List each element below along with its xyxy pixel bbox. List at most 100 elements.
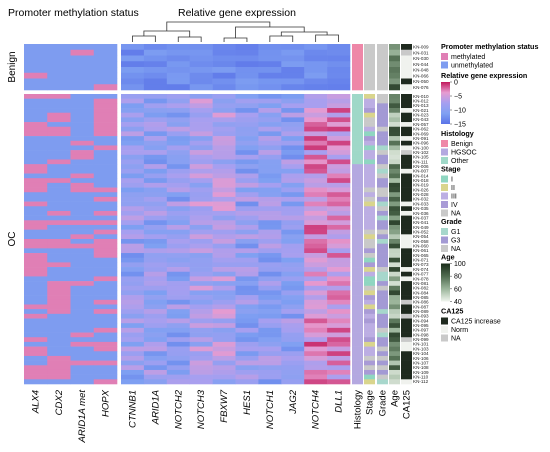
expression-cell (166, 117, 190, 123)
expression-cell (235, 215, 259, 221)
methylation-cell (24, 295, 48, 301)
expression-cell (327, 182, 351, 188)
expression-cell (121, 196, 145, 202)
methylation-cell (93, 355, 118, 361)
ca125-cell (401, 224, 412, 230)
expression-cell (258, 337, 282, 343)
grade-cell (377, 98, 388, 104)
sample-label: KN-074 (413, 267, 429, 272)
expression-cell (143, 341, 168, 347)
expression-cell (166, 295, 190, 301)
age-cell (389, 290, 400, 296)
histology-legend-title: Histology (441, 129, 474, 138)
expression-cell (327, 351, 351, 357)
expression-cell (166, 154, 190, 160)
ca125-cell (401, 355, 412, 361)
grade-legend-label: NA (451, 246, 461, 253)
expression-cell (143, 136, 168, 142)
expression-cell (327, 98, 351, 104)
expression-cell (304, 309, 328, 315)
expression-cell (281, 224, 305, 230)
expression-cell (166, 281, 190, 287)
methylation-cell (24, 374, 48, 380)
expression-cell (258, 309, 282, 315)
methylation-cell (24, 67, 48, 74)
expression-cell (281, 150, 305, 156)
grade-cell (377, 201, 388, 207)
ca125-legend-swatch (441, 334, 448, 342)
expression-cell (166, 229, 190, 235)
expression-cell (281, 243, 305, 249)
sample-label: KN-098 (413, 332, 429, 337)
ca125-cell (401, 178, 412, 184)
sample-label: KN-077 (413, 272, 429, 277)
expression-cell (121, 285, 145, 291)
methylation-cell (70, 220, 95, 226)
sample-label: KN-052 (413, 229, 429, 234)
methylation-cell (93, 187, 118, 193)
expression-cell (304, 126, 328, 132)
methylation-cell (47, 365, 71, 371)
stage-cell (364, 229, 375, 235)
ca125-legend-title: CA125 (441, 307, 463, 316)
methylation-cell (47, 145, 71, 151)
histology-cell (352, 271, 363, 277)
expression-cell (121, 309, 145, 315)
sample-label: KN-014 (413, 173, 429, 178)
expression-cell (304, 187, 328, 193)
expression-cell (281, 44, 305, 51)
stage-legend-label: III (451, 194, 457, 201)
age-cell (389, 304, 400, 310)
expression-cell (235, 55, 259, 62)
sample-label: KN-091 (413, 136, 429, 141)
expression-cell (304, 78, 328, 85)
histology-cell (352, 360, 363, 366)
expression-cell (121, 154, 145, 160)
expression-cell (327, 369, 351, 375)
expression-cell (189, 164, 213, 170)
ca125-cell (401, 257, 412, 263)
expression-cell (166, 206, 190, 212)
expression-cell (189, 173, 213, 179)
stage-cell (364, 196, 375, 202)
methylation-cell (24, 154, 48, 160)
expression-cell (166, 234, 190, 240)
methylation-cell (70, 374, 95, 380)
methylation-cell (93, 337, 118, 343)
methylation-cell (47, 360, 71, 366)
methylation-cell (24, 285, 48, 291)
methylation-cell (24, 150, 48, 156)
methylation-cell (70, 360, 95, 366)
expression-cell (258, 159, 282, 165)
expression-legend-tick-label: −15 (454, 122, 466, 129)
expression-cell (212, 337, 236, 343)
expression-cell (327, 267, 351, 273)
histology-cell (352, 150, 363, 156)
sample-label: KN-033 (413, 201, 429, 206)
expression-cell (281, 257, 305, 263)
expression-cell (189, 243, 213, 249)
histology-cell (352, 290, 363, 296)
histology-cell (352, 351, 363, 357)
grade-cell (377, 72, 388, 79)
age-cell (389, 355, 400, 361)
expression-cell (121, 351, 145, 357)
methylation-cell (47, 154, 71, 160)
methylation-cell (47, 248, 71, 254)
sample-label: KN-106 (413, 356, 429, 361)
expression-cell (189, 196, 213, 202)
expression-cell (143, 215, 168, 221)
expression-cell (235, 299, 259, 305)
methylation-cell (47, 150, 71, 156)
expression-cell (189, 206, 213, 212)
stage-legend-title: Stage (441, 165, 461, 174)
grade-cell (377, 206, 388, 212)
expression-cell (166, 248, 190, 254)
expression-cell (235, 178, 259, 184)
grade-cell (377, 374, 388, 380)
age-cell (389, 341, 400, 347)
expression-cell (304, 323, 328, 329)
stage-cell (364, 154, 375, 160)
expression-cell (121, 98, 145, 104)
sample-label: KN-018 (413, 178, 429, 183)
